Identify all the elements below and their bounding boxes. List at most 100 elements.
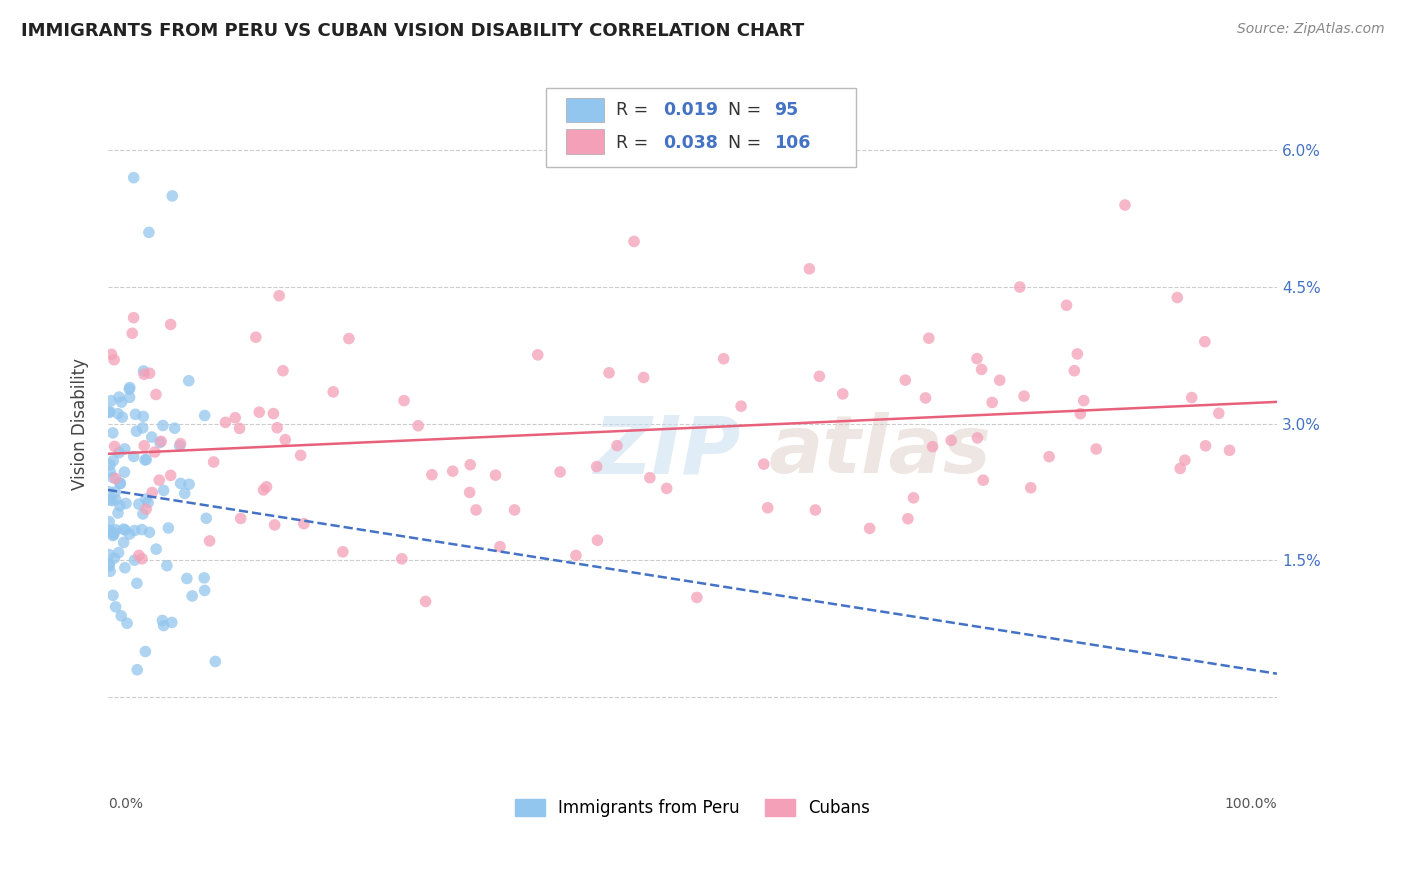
Point xyxy=(132,507,155,521)
Point xyxy=(103,352,125,367)
Point xyxy=(128,549,150,563)
Point xyxy=(966,431,988,445)
Point xyxy=(1056,298,1078,312)
Legend: Immigrants from Peru, Cubans: Immigrants from Peru, Cubans xyxy=(508,792,877,824)
Point xyxy=(1218,443,1240,458)
Point xyxy=(103,551,125,566)
Point xyxy=(332,545,354,559)
Text: 0.019: 0.019 xyxy=(664,101,718,119)
Point xyxy=(713,351,735,366)
Point xyxy=(125,576,148,591)
Point xyxy=(104,492,127,507)
Point xyxy=(195,511,218,525)
Point xyxy=(152,418,174,433)
Point xyxy=(526,348,548,362)
Point xyxy=(415,594,437,608)
Text: atlas: atlas xyxy=(769,412,991,491)
Point xyxy=(972,473,994,487)
Point xyxy=(391,551,413,566)
Y-axis label: Vision Disability: Vision Disability xyxy=(72,358,89,490)
Point xyxy=(108,445,131,459)
Point xyxy=(465,503,488,517)
Point xyxy=(1166,291,1188,305)
Point xyxy=(193,571,215,585)
Point xyxy=(112,522,135,536)
Point xyxy=(903,491,925,505)
Point xyxy=(110,395,132,409)
Point xyxy=(247,405,270,419)
Point xyxy=(204,655,226,669)
Point xyxy=(108,476,131,491)
Point xyxy=(162,189,184,203)
Point xyxy=(638,471,661,485)
Point xyxy=(128,497,150,511)
Point xyxy=(103,527,125,541)
Point xyxy=(112,465,135,479)
Point xyxy=(131,523,153,537)
Point xyxy=(1194,439,1216,453)
Point xyxy=(484,468,506,483)
Point xyxy=(107,546,129,560)
Point xyxy=(101,470,124,484)
Point xyxy=(104,485,127,500)
Point xyxy=(157,521,180,535)
Point xyxy=(138,366,160,380)
Point xyxy=(159,468,181,483)
Point xyxy=(150,434,173,449)
Point xyxy=(98,492,121,507)
Point xyxy=(98,559,121,574)
Point xyxy=(103,439,125,453)
Point xyxy=(894,373,917,387)
Point xyxy=(489,540,512,554)
Point xyxy=(458,485,481,500)
Point xyxy=(124,524,146,538)
Point xyxy=(122,310,145,325)
Point xyxy=(966,351,988,366)
Text: IMMIGRANTS FROM PERU VS CUBAN VISION DISABILITY CORRELATION CHART: IMMIGRANTS FROM PERU VS CUBAN VISION DIS… xyxy=(21,22,804,40)
Point xyxy=(548,465,571,479)
Point xyxy=(1114,198,1136,212)
FancyBboxPatch shape xyxy=(567,98,603,122)
Point xyxy=(125,424,148,438)
Point xyxy=(292,516,315,531)
Point xyxy=(152,618,174,632)
Point xyxy=(115,616,138,631)
Point xyxy=(808,369,831,384)
Point xyxy=(1073,393,1095,408)
Point xyxy=(194,583,217,598)
Point xyxy=(118,380,141,394)
Point xyxy=(224,410,246,425)
Text: R =: R = xyxy=(616,134,654,153)
Point xyxy=(1069,407,1091,421)
Point xyxy=(134,453,156,467)
Point xyxy=(136,495,159,509)
Point xyxy=(98,515,121,529)
Point xyxy=(228,421,250,435)
Text: ZIP: ZIP xyxy=(593,412,741,491)
Point xyxy=(271,364,294,378)
Point xyxy=(804,503,827,517)
Point xyxy=(114,442,136,456)
Text: R =: R = xyxy=(616,101,654,119)
Point xyxy=(585,459,607,474)
Point xyxy=(98,405,121,419)
Point xyxy=(655,482,678,496)
Point xyxy=(103,525,125,540)
Point xyxy=(1174,453,1197,467)
Point xyxy=(115,496,138,510)
Point xyxy=(269,289,291,303)
Point xyxy=(831,387,853,401)
Point xyxy=(101,588,124,602)
Point xyxy=(458,458,481,472)
Point xyxy=(262,407,284,421)
Point xyxy=(633,370,655,384)
Point xyxy=(598,366,620,380)
Point xyxy=(127,663,149,677)
Point xyxy=(152,483,174,498)
Point xyxy=(686,591,709,605)
Point xyxy=(131,551,153,566)
Point xyxy=(1181,391,1204,405)
Point xyxy=(134,644,156,658)
Point xyxy=(181,589,204,603)
Point xyxy=(107,407,129,421)
